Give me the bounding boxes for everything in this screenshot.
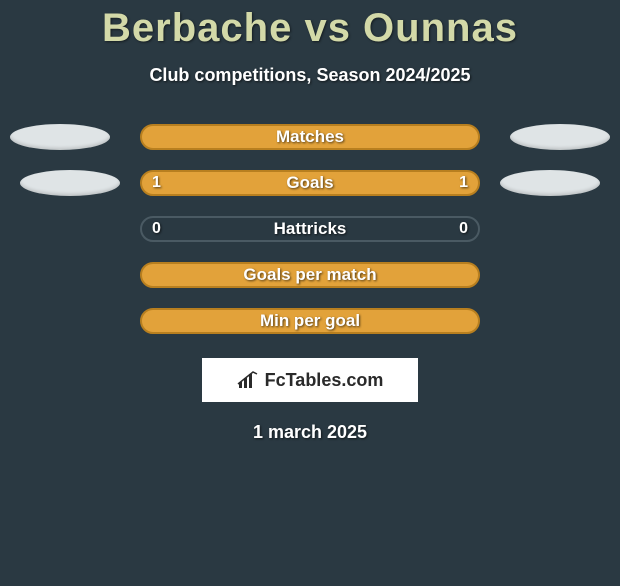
- stat-pill: Matches: [140, 124, 480, 150]
- stat-left-value: 0: [152, 220, 161, 238]
- stat-label: Goals: [286, 173, 333, 193]
- row-hattricks: 0 Hattricks 0: [0, 216, 620, 242]
- stat-pill: 0 Hattricks 0: [140, 216, 480, 242]
- row-matches: Matches: [0, 124, 620, 150]
- row-goals-per-match: Goals per match: [0, 262, 620, 288]
- ellipse-left: [20, 170, 120, 196]
- ellipse-right: [500, 170, 600, 196]
- fctables-logo[interactable]: FcTables.com: [202, 358, 418, 402]
- stat-pill: Min per goal: [140, 308, 480, 334]
- stat-label: Matches: [276, 127, 344, 147]
- row-min-per-goal: Min per goal: [0, 308, 620, 334]
- stat-label: Goals per match: [243, 265, 376, 285]
- logo-text: FcTables.com: [265, 370, 384, 391]
- stat-right-value: 1: [459, 174, 468, 192]
- ellipse-left: [10, 124, 110, 150]
- ellipse-right: [510, 124, 610, 150]
- row-goals: 1 Goals 1: [0, 170, 620, 196]
- snapshot-date: 1 march 2025: [0, 422, 620, 443]
- stat-pill: 1 Goals 1: [140, 170, 480, 196]
- stat-label: Min per goal: [260, 311, 360, 331]
- stat-pill: Goals per match: [140, 262, 480, 288]
- page-title: Berbache vs Ounnas: [0, 6, 620, 51]
- stat-right-value: 0: [459, 220, 468, 238]
- comparison-rows: Matches 1 Goals 1 0 Hattricks 0 Goals pe…: [0, 124, 620, 334]
- stat-left-value: 1: [152, 174, 161, 192]
- subtitle: Club competitions, Season 2024/2025: [0, 65, 620, 86]
- stat-label: Hattricks: [274, 219, 347, 239]
- chart-icon: [237, 370, 261, 390]
